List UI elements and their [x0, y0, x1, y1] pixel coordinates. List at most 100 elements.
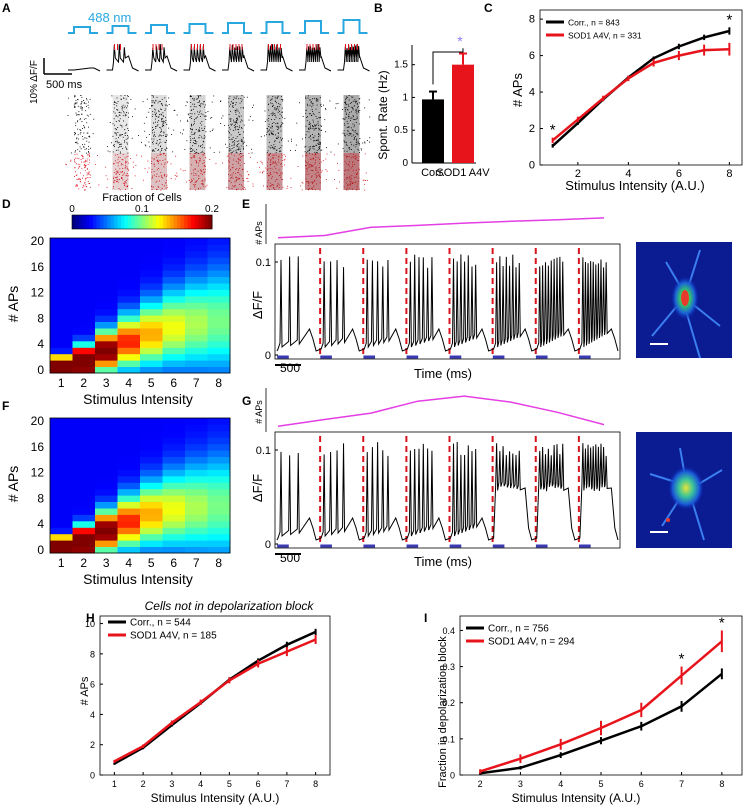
raster-dot: [242, 168, 244, 170]
series-line-1: [479, 640, 723, 773]
colorbar-segment: [72, 215, 76, 229]
raster-dot: [85, 159, 87, 161]
raster-dot: [201, 147, 203, 149]
raster-dot: [87, 132, 89, 134]
raster-dot: [237, 163, 239, 164]
xtick-label: 7: [679, 779, 684, 789]
raster-dot: [185, 105, 187, 107]
raster-dot: [229, 143, 230, 145]
raster-dot: [164, 110, 166, 111]
raster-dot: [358, 156, 360, 158]
raster-dot: [122, 171, 123, 172]
raster-dot: [266, 134, 267, 136]
heatmap-cell: [95, 450, 118, 457]
raster-dot: [113, 144, 115, 146]
raster-dot: [142, 101, 144, 103]
heatmap-cell: [117, 508, 141, 515]
raster-dot: [320, 116, 321, 118]
colorbar-segment: [152, 215, 157, 229]
raster-dot: [345, 107, 347, 109]
raster-dot: [194, 155, 196, 156]
raster-dot: [344, 174, 345, 175]
colorbar-segment: [184, 215, 188, 229]
xtick-label: 6: [170, 376, 177, 390]
raster-dot: [117, 142, 119, 144]
raster-dot: [347, 184, 348, 186]
heatmap-cell: [207, 424, 231, 432]
raster-dot: [274, 162, 276, 163]
raster-dot: [355, 110, 357, 111]
raster-density-sod1: [189, 153, 206, 190]
raster-dot: [238, 112, 240, 114]
raster-dot: [191, 164, 192, 166]
colorbar-segment: [110, 215, 115, 229]
heatmap-cell: [50, 366, 73, 374]
ytick-label: 12: [31, 286, 45, 300]
raster-dot: [180, 168, 182, 170]
raster-dot: [236, 168, 238, 170]
raster-dot: [131, 188, 133, 189]
raster-dot: [173, 129, 175, 131]
d-xlabel: Stimulus Intensity: [83, 391, 193, 407]
raster-dot: [231, 148, 233, 149]
raster-dot: [274, 96, 276, 98]
raster-dot: [318, 133, 320, 135]
heatmap-cell: [95, 295, 118, 303]
raster-dot: [75, 150, 76, 152]
d-ylabel: # APs: [5, 286, 21, 323]
raster-dot: [187, 113, 189, 115]
raster-dot: [232, 105, 233, 107]
raster-dot: [125, 114, 127, 116]
colorbar-segment: [100, 215, 104, 229]
raster-dot: [308, 188, 309, 190]
raster-dot: [246, 178, 248, 179]
raster-dot: [76, 153, 78, 155]
raster-dot: [127, 152, 129, 154]
raster-dot: [163, 122, 165, 124]
raster-dot: [350, 179, 351, 180]
raster-dot: [230, 152, 232, 154]
raster-dot: [212, 128, 214, 130]
heatmap-cell: [185, 263, 208, 271]
heatmap-cell: [162, 501, 186, 509]
raster-dot: [248, 119, 250, 121]
raster-dot: [124, 129, 126, 130]
heatmap-cell: [140, 334, 163, 342]
raster-dot: [274, 162, 276, 164]
raster-dot: [194, 137, 195, 139]
raster-dot: [229, 128, 231, 130]
raster-dot: [125, 182, 127, 184]
raster-dot: [203, 141, 205, 143]
raster-dot: [83, 175, 84, 177]
heatmap-cell: [162, 463, 186, 470]
heatmap-cell: [207, 456, 231, 464]
raster-dot: [195, 106, 197, 108]
raster-dot: [313, 98, 315, 100]
raster-dot: [228, 165, 230, 167]
raster-dot: [202, 183, 203, 184]
raster-dot: [274, 119, 276, 120]
raster-dot: [345, 135, 346, 137]
e-scalebar-label: 500: [280, 361, 300, 375]
raster-dot: [116, 105, 118, 107]
heatmap-cell: [185, 450, 208, 457]
colorbar-segment: [166, 215, 171, 229]
heatmap-cell: [207, 508, 231, 515]
raster-dot: [268, 115, 270, 116]
raster-dot: [165, 136, 167, 137]
heatmap-cell: [162, 437, 186, 445]
heatmap-cell: [140, 437, 163, 445]
heatmap-cell: [50, 527, 73, 535]
raster-dot: [114, 146, 115, 147]
raster-dot: [74, 106, 75, 108]
raster-dot: [159, 127, 161, 128]
raster-dot: [271, 147, 273, 149]
raster-dot: [125, 98, 127, 100]
raster-dot: [232, 103, 234, 104]
heatmap-cell: [185, 295, 208, 303]
raster-dot: [343, 123, 345, 125]
raster-dot: [354, 101, 356, 102]
colorbar-segment: [177, 215, 181, 229]
raster-dot: [117, 162, 119, 164]
xtick-label: 2: [80, 556, 87, 570]
